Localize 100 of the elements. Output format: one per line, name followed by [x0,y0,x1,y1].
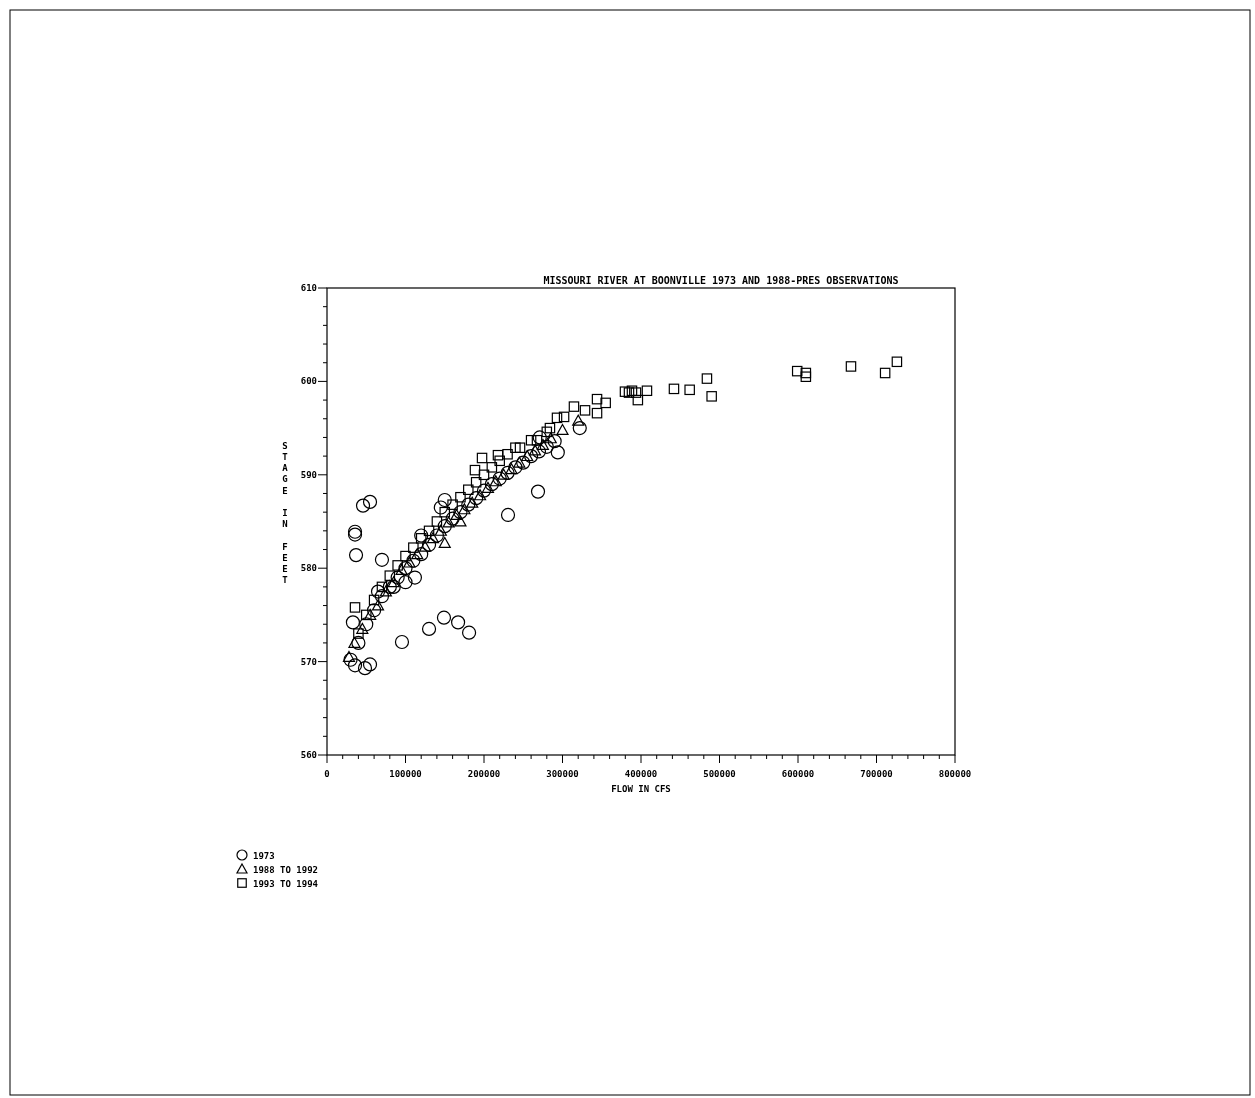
point [429,528,444,543]
point [362,494,378,509]
point [473,489,487,501]
text: STAGE IN FEET [282,440,288,586]
point [632,394,644,406]
point [492,449,504,461]
point [348,548,364,563]
x-tick-label: 500000 [703,769,736,779]
x-tick-label: 300000 [546,769,579,779]
point [387,576,400,588]
point [510,442,521,453]
point [370,584,386,599]
point [408,542,419,553]
point [530,484,546,499]
point [551,412,563,424]
point [442,516,455,528]
point [521,450,534,462]
point [800,367,812,379]
point [572,414,585,426]
point [556,423,569,435]
point [536,438,549,450]
point [450,508,463,520]
point [591,393,603,405]
point [347,658,363,673]
point [437,519,452,534]
point [384,570,396,581]
point [800,371,812,383]
point [476,452,488,464]
point [481,481,495,493]
point [486,462,498,473]
point [502,448,513,460]
point [357,661,373,676]
point [550,445,565,460]
point [439,506,451,518]
point [524,449,539,464]
point [398,561,413,576]
point [505,463,518,475]
point [431,516,443,527]
point [438,536,451,548]
point [591,407,603,419]
point [558,411,570,423]
x-tick-label: 800000 [938,769,972,779]
point [547,434,562,449]
point [466,496,479,508]
point [668,383,680,395]
point [469,491,484,506]
point [478,469,490,481]
point [359,617,374,632]
point [394,634,410,650]
point [368,594,380,606]
legend-label: 1973 [253,851,275,861]
point [395,563,408,576]
point [531,434,543,446]
y-tick-label: 610 [300,283,317,293]
x-tick-label: 0 [324,769,330,779]
point [411,548,424,560]
point [539,439,554,454]
point [362,657,378,672]
point [500,465,515,481]
point [458,503,471,515]
point [360,609,372,621]
point [374,552,390,567]
point [421,621,437,637]
point [508,460,523,475]
y-tick-label: 590 [300,469,317,480]
point [455,491,466,503]
point [343,652,358,667]
x-axis-title: FLOW IN CFS [611,784,671,794]
point [353,628,364,639]
chart-title: MISSOURI RIVER AT BOONVILLE 1973 AND 1988-PRES OBSERVATIONS [543,275,899,286]
point [463,484,474,496]
point [489,475,502,487]
point [414,528,429,543]
point [461,497,476,512]
point [528,444,542,456]
x-tick-label: 700000 [860,769,893,779]
point [476,483,492,498]
y-tick-label: 560 [300,750,317,760]
point [436,610,452,625]
x-tick-label: 200000 [467,769,501,779]
legend-label: 1993 TO 1994 [253,879,319,889]
point [434,524,447,536]
point [386,579,401,594]
point [701,373,713,384]
point [541,426,553,438]
point [469,464,481,476]
legend-label: 1988 TO 1992 [253,865,319,875]
point [437,492,452,508]
point [433,500,448,515]
point [356,622,369,634]
point [423,525,435,537]
point [342,650,356,662]
point [447,499,458,510]
point [531,444,547,459]
point [500,507,516,523]
point [684,384,695,396]
x-tick-label: 100000 [389,769,422,779]
y-tick-label: 570 [300,656,317,667]
point [454,515,467,527]
point [572,421,587,436]
